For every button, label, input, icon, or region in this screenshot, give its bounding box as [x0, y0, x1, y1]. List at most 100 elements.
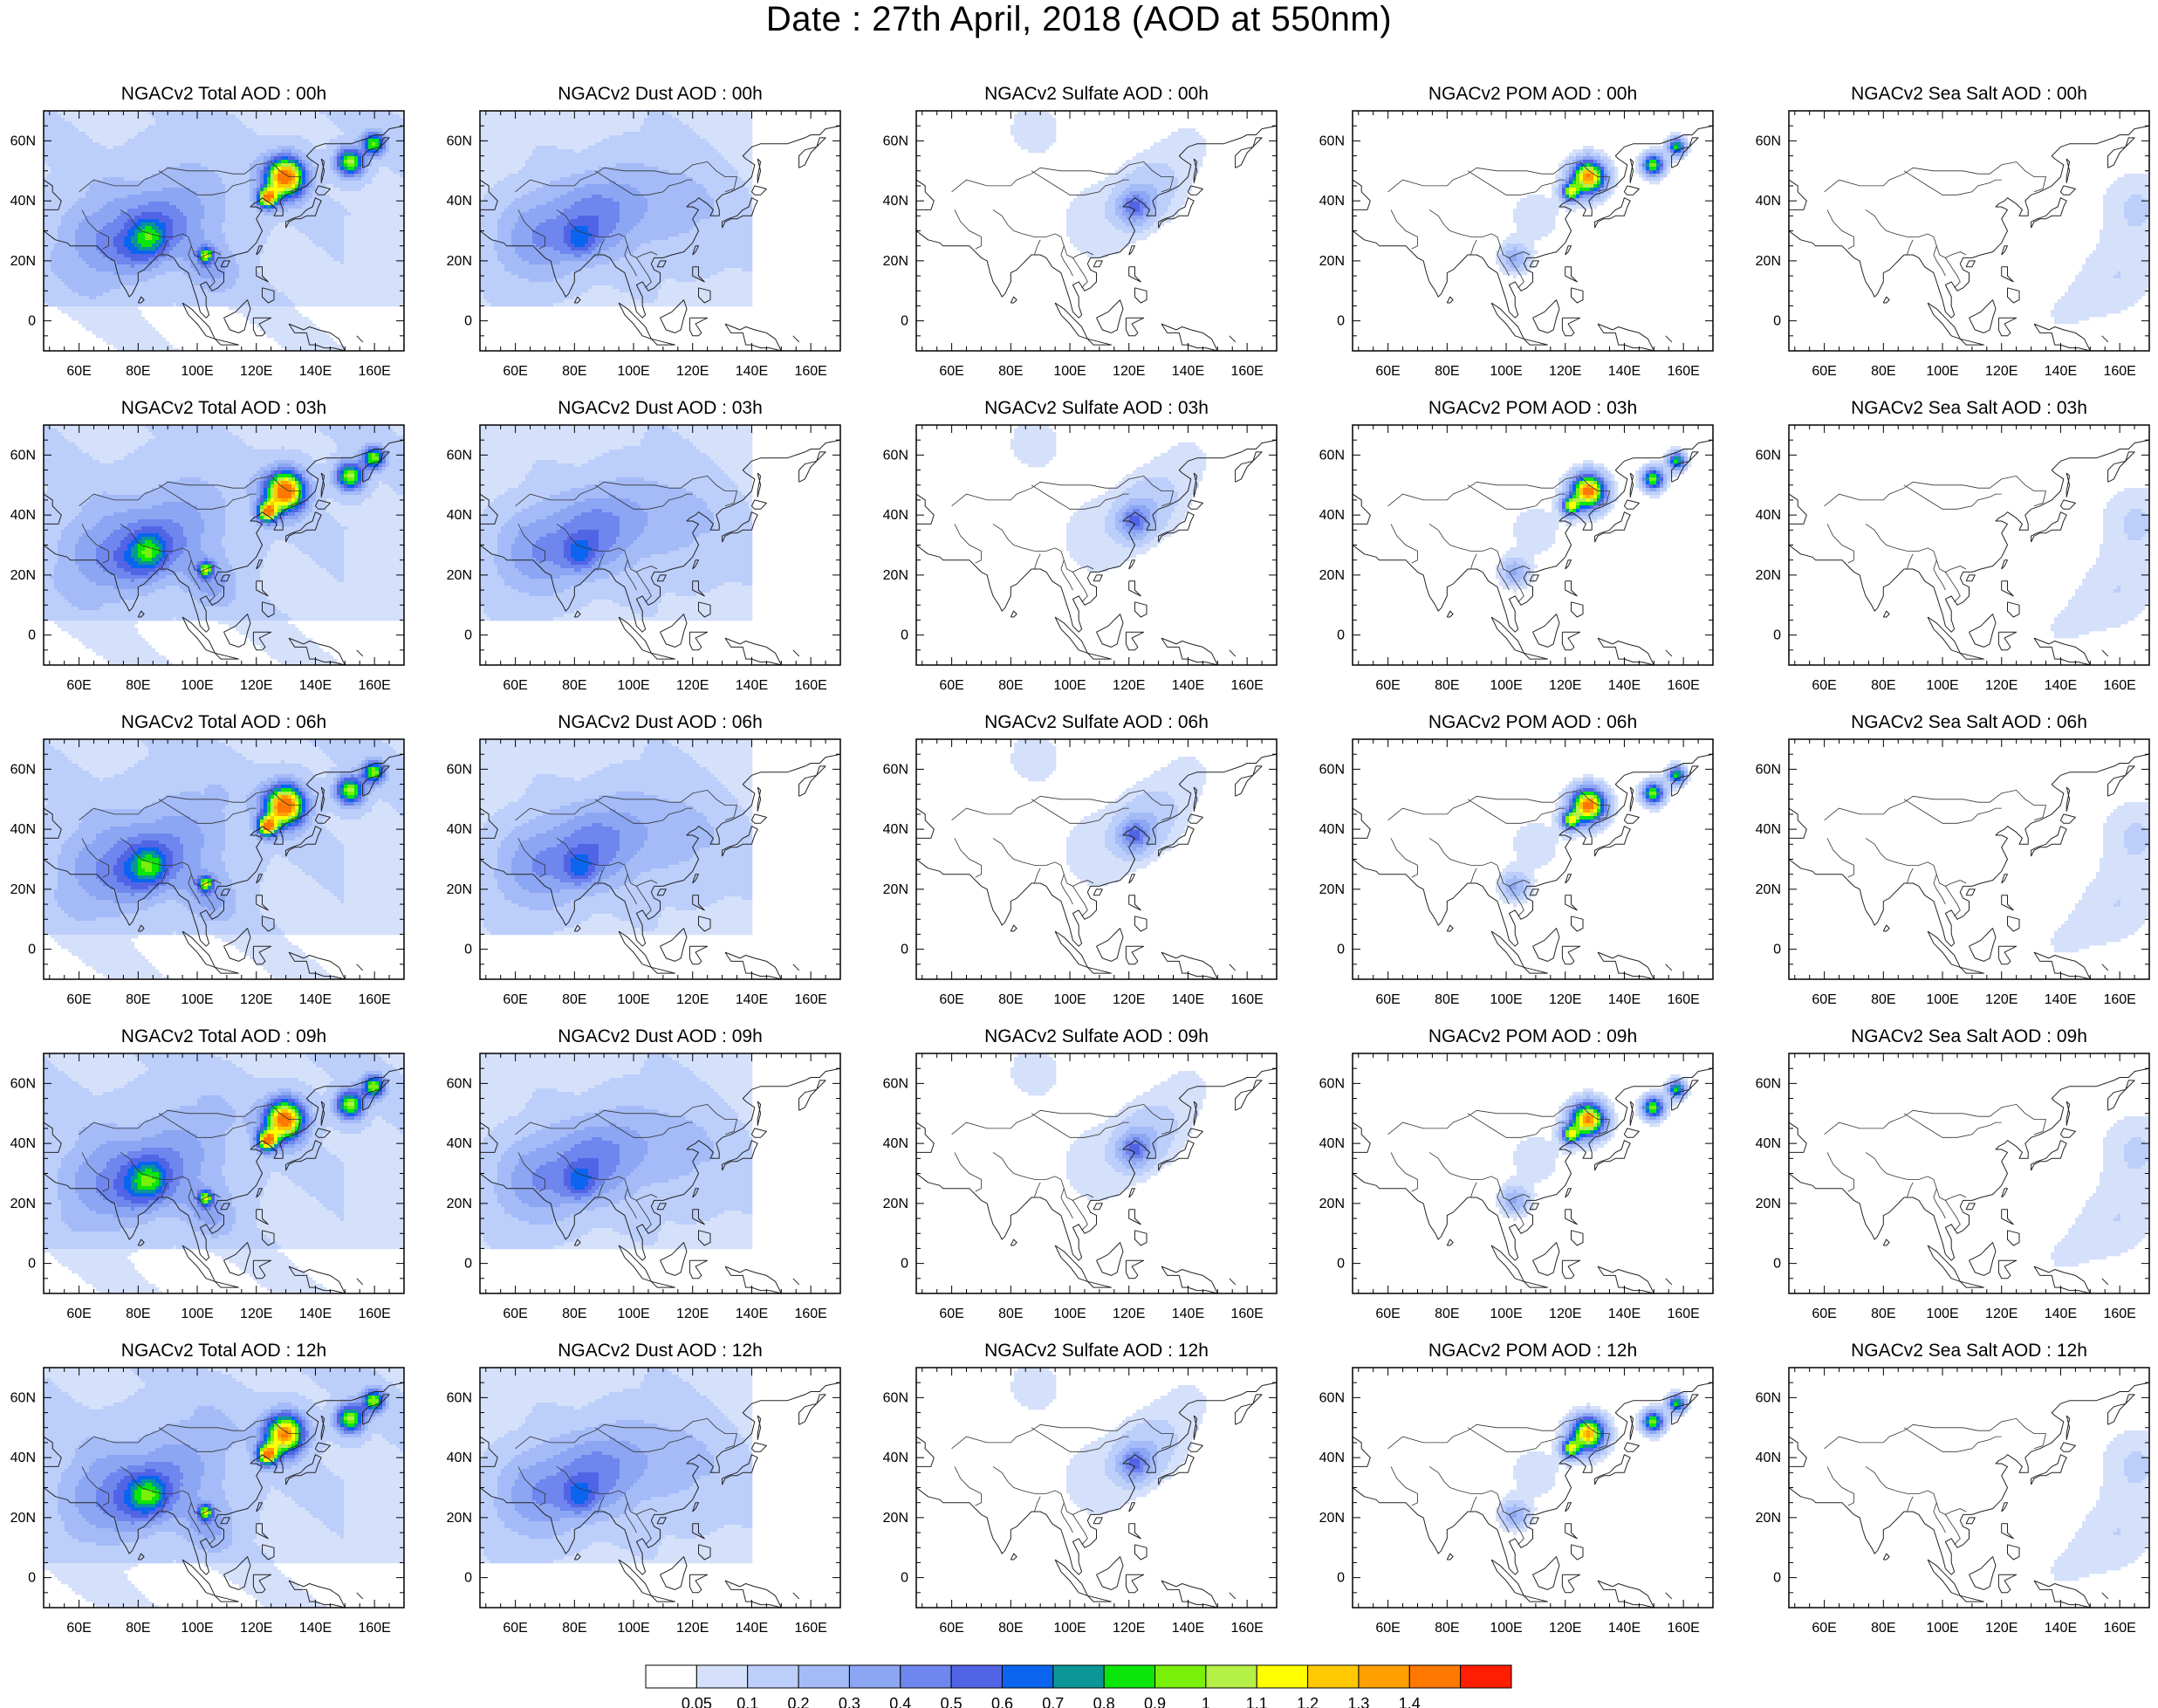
country-borders: [515, 161, 738, 289]
country-borders: [1387, 789, 1611, 917]
coastlines: [1789, 439, 2149, 665]
lon-tick-label: 60E: [1375, 1307, 1400, 1321]
map-panel: NGACv2 Sea Salt AOD : 03h 60E 80E 100E 120E 1…: [1756, 398, 2150, 693]
lat-tick-label: 40N: [447, 508, 472, 523]
lat-tick-label: 20N: [1756, 568, 1781, 583]
lon-tick-label: 100E: [1490, 1621, 1522, 1636]
lon-tick-label: 160E: [358, 364, 390, 379]
coastlines: [480, 1067, 840, 1293]
lon-tick-label: 80E: [1435, 1621, 1459, 1636]
lon-tick-label: 80E: [562, 364, 586, 379]
lat-tick-label: 20N: [447, 882, 472, 897]
lon-tick-label: 60E: [1375, 992, 1400, 1007]
coastlines: [44, 439, 404, 665]
aod-field: [1353, 739, 1713, 979]
lat-tick-label: 60N: [1319, 134, 1345, 148]
lat-tick-label: 60N: [1319, 1390, 1345, 1405]
lon-tick-label: 80E: [126, 678, 150, 693]
lon-tick-label: 80E: [562, 992, 586, 1007]
colorbar-label: 0.6: [991, 1695, 1013, 1708]
aod-field: [916, 111, 1277, 351]
coastlines: [916, 1382, 1277, 1608]
country-borders: [79, 1103, 302, 1231]
map-panel: NGACv2 Sulfate AOD : 00h 60E 80E 100E 120E 14…: [883, 84, 1278, 379]
panel-title: NGACv2 Total AOD : 06h: [121, 712, 326, 732]
lat-tick-label: 20N: [447, 568, 472, 583]
country-borders: [951, 161, 1175, 289]
country-borders: [1387, 1103, 1611, 1231]
panel-title: NGACv2 Sulfate AOD : 12h: [984, 1341, 1209, 1361]
lon-tick-label: 100E: [1490, 1307, 1522, 1321]
colorbar-label: 0.5: [941, 1695, 963, 1708]
lon-tick-label: 60E: [1812, 992, 1836, 1007]
lon-tick-label: 60E: [1812, 364, 1836, 379]
aod-field: [1353, 425, 1713, 665]
lat-tick-label: 60N: [447, 1076, 472, 1091]
colorbar-label: 1.2: [1297, 1695, 1319, 1708]
panel-title: NGACv2 Sulfate AOD : 09h: [984, 1026, 1209, 1046]
lon-tick-label: 80E: [998, 992, 1023, 1007]
country-borders: [1824, 475, 2047, 603]
lat-tick-label: 20N: [10, 1511, 36, 1526]
map-panel: NGACv2 Sea Salt AOD : 09h 60E 80E 100E 120E 1…: [1756, 1026, 2150, 1321]
lon-tick-label: 80E: [562, 1307, 586, 1321]
coastlines: [480, 125, 840, 351]
lon-tick-label: 80E: [126, 1307, 150, 1321]
lat-tick-label: 40N: [1319, 1136, 1345, 1151]
lon-tick-label: 120E: [1549, 1307, 1581, 1321]
lon-tick-label: 100E: [617, 678, 649, 693]
lat-tick-label: 60N: [1756, 762, 1781, 777]
lon-tick-label: 140E: [736, 364, 768, 379]
lon-tick-label: 160E: [358, 678, 390, 693]
aod-field: [1789, 111, 2149, 351]
colorbar-swatch: [900, 1664, 952, 1689]
lon-tick-label: 60E: [1812, 678, 1836, 693]
lon-tick-label: 120E: [1113, 1621, 1145, 1636]
map-panel: NGACv2 Total AOD : 03h 60E 80E 100E 120E 140E…: [10, 398, 405, 693]
lon-tick-label: 160E: [358, 992, 390, 1007]
panel-title: NGACv2 POM AOD : 03h: [1428, 398, 1637, 418]
lat-tick-label: 60N: [1756, 448, 1781, 463]
country-borders: [951, 1103, 1175, 1231]
coastlines: [916, 753, 1277, 979]
country-borders: [1824, 1103, 2047, 1231]
lon-tick-label: 60E: [503, 678, 527, 693]
lon-tick-label: 140E: [736, 992, 768, 1007]
lon-tick-label: 160E: [1667, 992, 1699, 1007]
lon-tick-label: 140E: [1172, 364, 1204, 379]
country-borders: [951, 789, 1175, 917]
lon-tick-label: 160E: [358, 1621, 390, 1636]
aod-field: [480, 425, 840, 665]
colorbar-swatch: [1256, 1664, 1309, 1689]
lon-tick-label: 140E: [1172, 1621, 1204, 1636]
lat-tick-label: 0: [1337, 1257, 1345, 1272]
lat-tick-label: 0: [1337, 1571, 1345, 1586]
lat-tick-label: 60N: [1319, 448, 1345, 463]
aod-field: [1353, 1368, 1713, 1608]
panel-title: NGACv2 Total AOD : 00h: [121, 84, 326, 104]
coastlines: [1353, 439, 1713, 665]
map-panel: NGACv2 POM AOD : 03h 60E 80E 100E 120E 140E 16…: [1319, 398, 1714, 693]
lat-tick-label: 20N: [1319, 882, 1345, 897]
country-borders: [79, 789, 302, 917]
panel-title: NGACv2 POM AOD : 00h: [1428, 84, 1637, 104]
country-borders: [515, 1103, 738, 1231]
lon-tick-label: 60E: [503, 1621, 527, 1636]
lon-tick-label: 80E: [1871, 1307, 1895, 1321]
lat-tick-label: 40N: [883, 508, 908, 523]
lat-tick-label: 0: [464, 628, 472, 643]
lat-tick-label: 20N: [447, 1511, 472, 1526]
lat-tick-label: 20N: [883, 1197, 908, 1211]
lon-tick-label: 80E: [126, 364, 150, 379]
lon-tick-label: 60E: [66, 364, 91, 379]
aod-field: [1789, 739, 2149, 979]
lat-tick-label: 40N: [10, 1136, 36, 1151]
lon-tick-label: 80E: [126, 1621, 150, 1636]
lon-tick-label: 160E: [2103, 1307, 2135, 1321]
lat-tick-label: 20N: [10, 568, 36, 583]
lon-tick-label: 140E: [736, 1621, 768, 1636]
country-borders: [515, 789, 738, 917]
colorbar-label: 0.05: [682, 1695, 712, 1708]
aod-field: [1789, 1053, 2149, 1293]
lon-tick-label: 60E: [66, 678, 91, 693]
